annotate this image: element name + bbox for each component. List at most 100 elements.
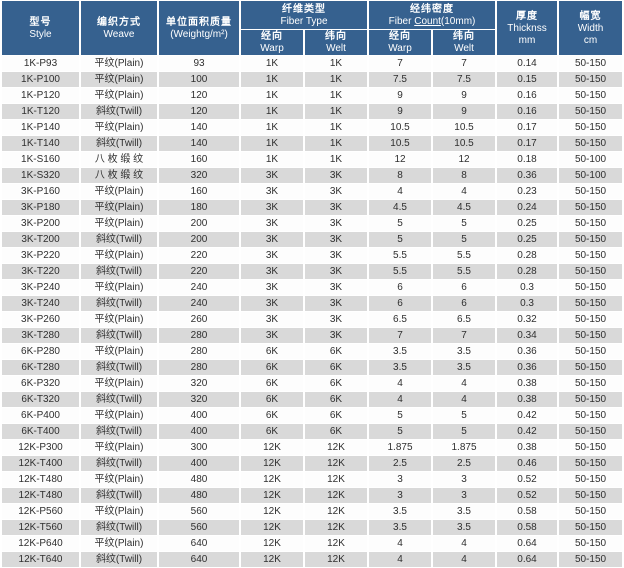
fiber-count-en-prefix: Fiber xyxy=(388,15,415,27)
cell-width: 50-150 xyxy=(559,344,623,359)
cell-fiber-count-warp: 3 xyxy=(369,488,431,503)
cell-fiber-type-warp: 1K xyxy=(241,152,303,167)
cell-fiber-count-warp: 9 xyxy=(369,104,431,119)
subheader-fiber-count-warp: 经向 Warp xyxy=(369,30,431,55)
cell-style: 1K-P93 xyxy=(2,56,79,71)
cell-weight: 640 xyxy=(159,552,239,567)
table-row: 12K-T480 平纹(Plain) 480 12K 12K 3 3 0.52 … xyxy=(2,472,623,487)
cell-width: 50-150 xyxy=(559,424,623,439)
cell-fiber-count-welt: 9 xyxy=(433,88,496,103)
fiber-type-header-en: Fiber Type xyxy=(280,15,328,27)
cell-fiber-count-warp: 6.5 xyxy=(369,312,431,327)
cell-style: 6K-P320 xyxy=(2,376,79,391)
cell-fiber-count-welt: 4 xyxy=(433,392,496,407)
cell-weave: 斜纹(Twill) xyxy=(81,328,157,343)
cell-weave: 平纹(Plain) xyxy=(81,184,157,199)
cell-fiber-count-welt: 5.5 xyxy=(433,248,496,263)
cell-fiber-type-welt: 3K xyxy=(305,296,367,311)
cell-thickness: 0.34 xyxy=(497,328,558,343)
cell-weave: 斜纹(Twill) xyxy=(81,520,157,535)
cell-fiber-count-welt: 7 xyxy=(433,56,496,71)
cell-style: 3K-P160 xyxy=(2,184,79,199)
cell-fiber-count-warp: 4 xyxy=(369,552,431,567)
cell-width: 50-100 xyxy=(559,152,623,167)
cell-weight: 100 xyxy=(159,72,239,87)
cell-weave: 斜纹(Twill) xyxy=(81,264,157,279)
cell-fiber-count-welt: 3 xyxy=(433,488,496,503)
cell-fiber-type-welt: 6K xyxy=(305,408,367,423)
cell-fiber-type-warp: 3K xyxy=(241,200,303,215)
cell-weave: 斜纹(Twill) xyxy=(81,232,157,247)
cell-thickness: 0.36 xyxy=(497,344,558,359)
fc-welt-en: Welt xyxy=(454,43,474,54)
cell-fiber-count-warp: 4.5 xyxy=(369,200,431,215)
table-row: 3K-T200 斜纹(Twill) 200 3K 3K 5 5 0.25 50-… xyxy=(2,232,623,247)
cell-style: 1K-S320 xyxy=(2,168,79,183)
cell-fiber-count-warp: 9 xyxy=(369,88,431,103)
cell-fiber-count-welt: 10.5 xyxy=(433,120,496,135)
table-row: 3K-P200 平纹(Plain) 200 3K 3K 5 5 0.25 50-… xyxy=(2,216,623,231)
fiber-count-en-underlined: Count xyxy=(414,15,441,27)
cell-style: 12K-P640 xyxy=(2,536,79,551)
cell-thickness: 0.42 xyxy=(497,424,558,439)
cell-style: 1K-T140 xyxy=(2,136,79,151)
column-header-width: 幅宽 Width cm xyxy=(559,1,623,55)
table-row: 6K-T320 斜纹(Twill) 320 6K 6K 4 4 0.38 50-… xyxy=(2,392,623,407)
cell-style: 12K-T640 xyxy=(2,552,79,567)
cell-fiber-type-welt: 1K xyxy=(305,152,367,167)
cell-fiber-count-warp: 5 xyxy=(369,232,431,247)
cell-width: 50-150 xyxy=(559,120,623,135)
cell-weave: 斜纹(Twill) xyxy=(81,360,157,375)
cell-fiber-type-welt: 6K xyxy=(305,424,367,439)
cell-fiber-type-warp: 12K xyxy=(241,552,303,567)
width-header-en: Width xyxy=(577,22,604,34)
cell-width: 50-150 xyxy=(559,200,623,215)
cell-fiber-type-warp: 12K xyxy=(241,536,303,551)
cell-fiber-type-welt: 3K xyxy=(305,312,367,327)
cell-weave: 八 枚 缎 纹 xyxy=(81,168,157,183)
cell-fiber-count-welt: 3.5 xyxy=(433,520,496,535)
cell-thickness: 0.16 xyxy=(497,88,558,103)
cell-fiber-type-welt: 6K xyxy=(305,344,367,359)
cell-thickness: 0.25 xyxy=(497,216,558,231)
cell-fiber-count-welt: 3.5 xyxy=(433,504,496,519)
cell-weight: 480 xyxy=(159,488,239,503)
cell-fiber-count-warp: 6 xyxy=(369,296,431,311)
cell-width: 50-150 xyxy=(559,456,623,471)
cell-weave: 斜纹(Twill) xyxy=(81,552,157,567)
cell-thickness: 0.25 xyxy=(497,232,558,247)
cell-thickness: 0.23 xyxy=(497,184,558,199)
cell-fiber-type-welt: 3K xyxy=(305,216,367,231)
cell-fiber-type-welt: 12K xyxy=(305,536,367,551)
cell-fiber-count-welt: 10.5 xyxy=(433,136,496,151)
cell-fiber-count-warp: 4 xyxy=(369,536,431,551)
cell-weight: 240 xyxy=(159,296,239,311)
table-row: 1K-P140 平纹(Plain) 140 1K 1K 10.5 10.5 0.… xyxy=(2,120,623,135)
cell-width: 50-150 xyxy=(559,376,623,391)
cell-width: 50-150 xyxy=(559,232,623,247)
ft-warp-en: Warp xyxy=(260,43,284,54)
thickness-header-en: Thicknss xyxy=(507,22,547,34)
cell-weight: 180 xyxy=(159,200,239,215)
cell-thickness: 0.64 xyxy=(497,536,558,551)
cell-fiber-type-welt: 12K xyxy=(305,472,367,487)
cell-fiber-type-welt: 3K xyxy=(305,248,367,263)
fiber-count-en-suffix: (10mm) xyxy=(440,15,476,27)
cell-style: 6K-P280 xyxy=(2,344,79,359)
cell-fiber-type-warp: 1K xyxy=(241,88,303,103)
cell-weight: 120 xyxy=(159,104,239,119)
cell-weave: 平纹(Plain) xyxy=(81,376,157,391)
cell-thickness: 0.58 xyxy=(497,504,558,519)
cell-width: 50-150 xyxy=(559,536,623,551)
cell-fiber-type-warp: 3K xyxy=(241,280,303,295)
cell-thickness: 0.28 xyxy=(497,248,558,263)
table-row: 12K-T480 斜纹(Twill) 480 12K 12K 3 3 0.52 … xyxy=(2,488,623,503)
cell-fiber-count-welt: 5 xyxy=(433,408,496,423)
cell-style: 1K-T120 xyxy=(2,104,79,119)
width-header-unit: cm xyxy=(583,34,598,46)
width-header-zh: 幅宽 xyxy=(579,10,602,22)
cell-weave: 平纹(Plain) xyxy=(81,440,157,455)
cell-fiber-count-warp: 5 xyxy=(369,408,431,423)
cell-width: 50-150 xyxy=(559,248,623,263)
cell-fiber-type-warp: 1K xyxy=(241,56,303,71)
